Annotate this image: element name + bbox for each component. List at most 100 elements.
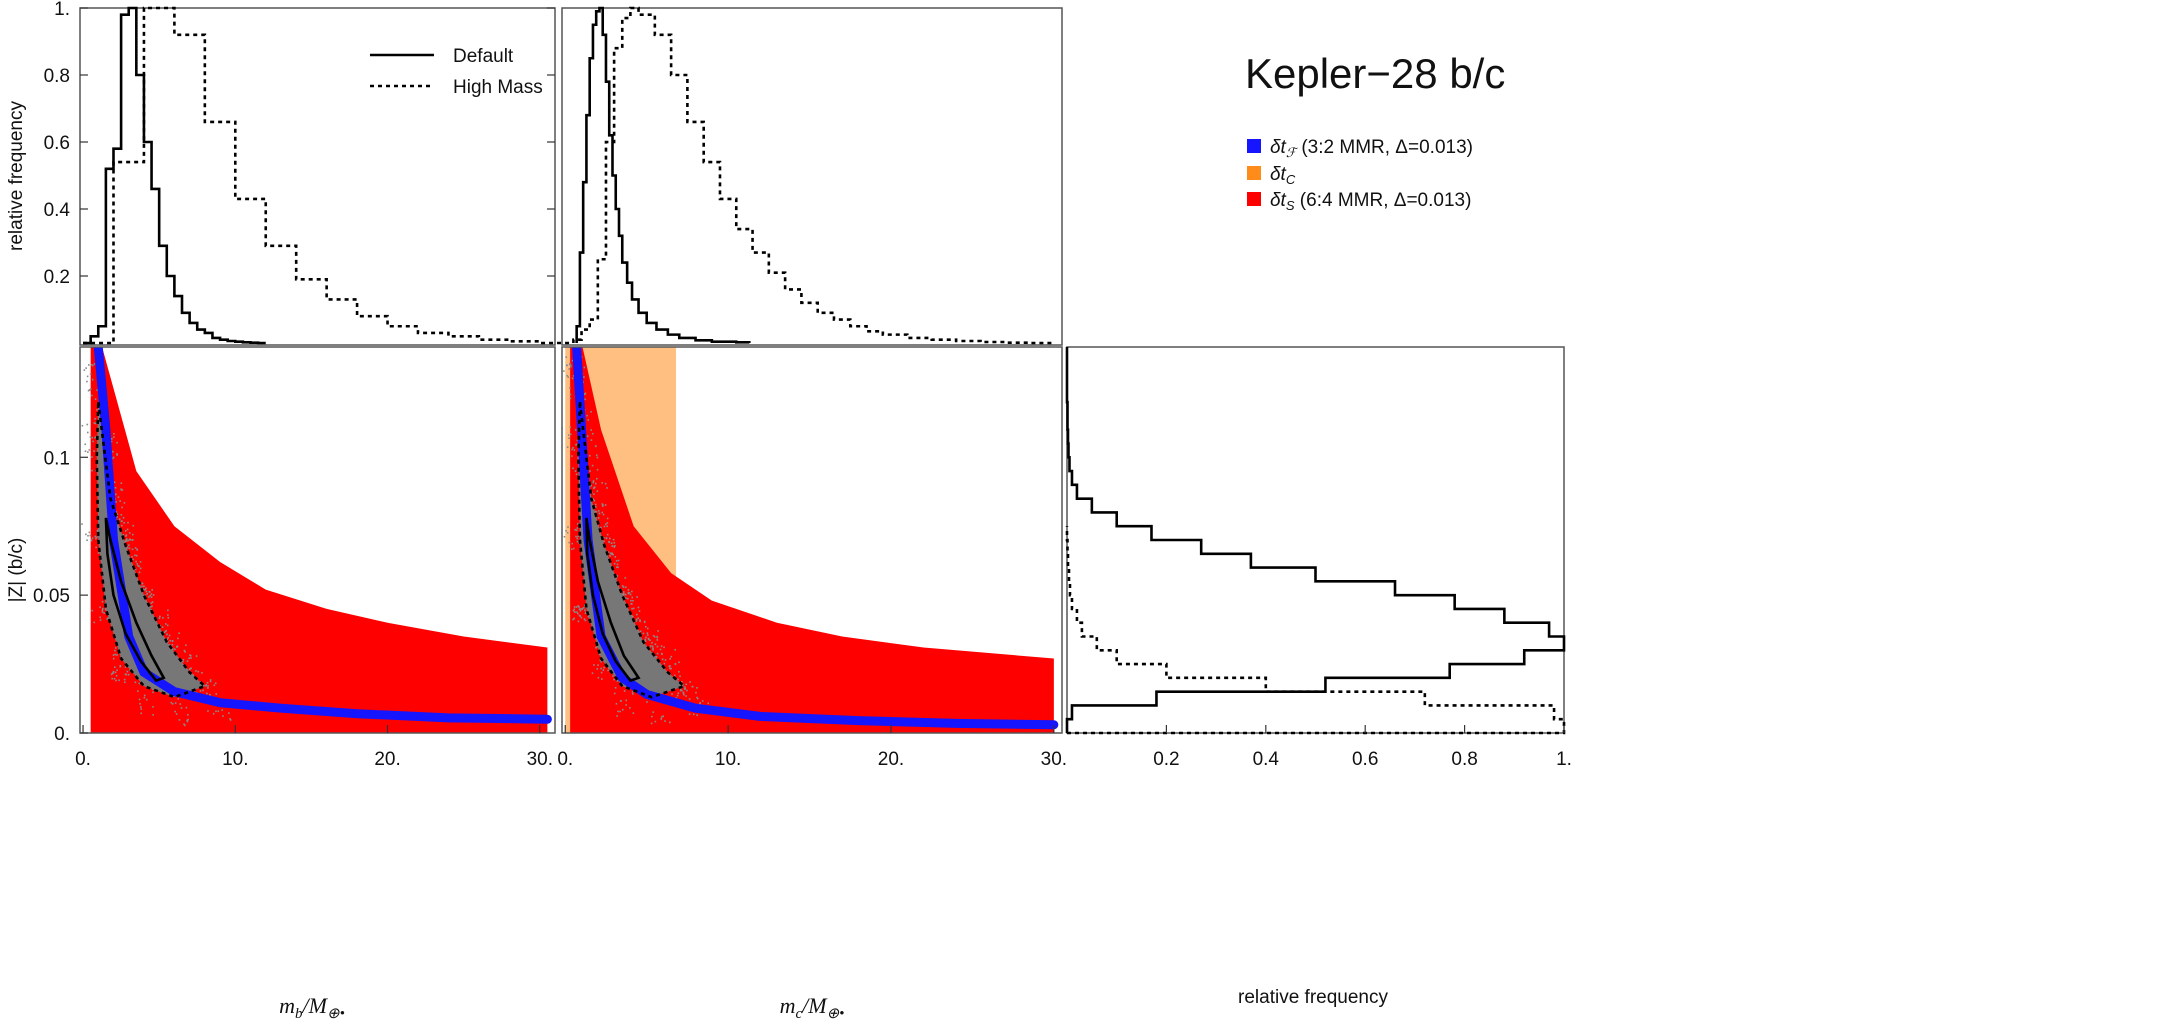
mc-point [575, 443, 577, 446]
mb-point [114, 647, 117, 649]
mc-point [597, 517, 600, 519]
legend-blue-swatch [1247, 139, 1261, 153]
mb-point [138, 698, 141, 701]
mb-point [91, 537, 94, 540]
mc-point [651, 715, 653, 718]
mc-point [635, 618, 638, 621]
mc-point [637, 617, 640, 619]
mc-point [563, 370, 565, 372]
panel-hist-mb: 0.2 0.4 0.6 0.8 1. relative frequency Defaul… [6, 0, 571, 346]
mc-point [577, 457, 579, 459]
mc-point [664, 659, 667, 661]
mc-point [595, 511, 598, 513]
mc-point [593, 664, 595, 666]
mb-point [99, 619, 102, 621]
mb-point [86, 380, 88, 383]
mc-point [638, 631, 641, 634]
mb-point [152, 714, 154, 716]
mc-point [616, 575, 619, 577]
mb-point [91, 469, 93, 472]
mb-point [189, 654, 191, 656]
mc-outer-contour-fill [578, 402, 685, 698]
mc-point [572, 374, 575, 377]
mc-point [604, 523, 607, 526]
mb-point [143, 694, 146, 697]
mc-point [596, 490, 599, 493]
mc-point [583, 376, 585, 378]
mb-point [99, 606, 101, 609]
mc-point [653, 635, 656, 638]
mc-point [674, 648, 677, 651]
mc-point [696, 714, 698, 716]
mb-point [171, 640, 174, 643]
mb-point [86, 539, 88, 541]
mc-point [614, 544, 616, 547]
mc-point [628, 592, 631, 594]
mc-point [644, 626, 647, 628]
mb-point [121, 489, 124, 491]
mb-point [120, 482, 123, 485]
mb-point [97, 552, 100, 554]
mc-point [571, 542, 574, 545]
mc-point [570, 365, 572, 368]
mb-point [124, 666, 127, 668]
mc-point [681, 683, 684, 686]
mb-point [89, 373, 92, 375]
mc-point [574, 429, 577, 431]
mb-point [119, 665, 122, 668]
mc-point [585, 611, 587, 614]
mc-point [579, 609, 582, 612]
mc-point [613, 546, 616, 548]
mc-point [569, 393, 572, 396]
mc-point [696, 696, 698, 699]
mb-point [229, 718, 231, 720]
mc-point [603, 525, 606, 528]
mc-point [579, 615, 582, 617]
mb-point [187, 718, 189, 721]
mc-point [582, 607, 585, 609]
hist-z-xticks: 0.2 0.4 0.6 0.8 1. [1153, 725, 1572, 770]
mb-point [101, 609, 104, 612]
mb-point [199, 690, 202, 692]
mb-point [112, 657, 115, 660]
mc-point [590, 439, 593, 441]
mb-point [114, 653, 117, 656]
mc-point [656, 645, 659, 648]
mc-point [630, 614, 633, 617]
mc-point [574, 528, 576, 531]
mb-point [118, 679, 120, 682]
mc-xlabel-sub2: ⊕• [827, 1006, 845, 1022]
mc-point [643, 621, 646, 624]
mb-point [183, 649, 186, 652]
mb-point [111, 677, 114, 680]
mc-point [621, 585, 624, 587]
hist-ytick-label: 0.4 [44, 200, 71, 221]
legend-red-symbol: δt [1270, 190, 1287, 211]
mc-point [631, 693, 634, 695]
mb-point [94, 418, 96, 420]
mc-point [676, 694, 679, 697]
mb-point [116, 669, 118, 672]
mb-point [94, 398, 97, 400]
mc-point [639, 630, 642, 633]
mb-xlabel-sub2: ⊕• [327, 1006, 345, 1022]
panel-scatter-mc: 0. 10. 20. 30. mc/M⊕• [557, 346, 1067, 1022]
mc-point [629, 707, 631, 709]
mb-point [127, 539, 130, 542]
mc-point [568, 437, 570, 440]
mb-point [145, 587, 147, 590]
mb-point [97, 530, 99, 533]
mc-point [610, 542, 613, 544]
mc-point [577, 612, 579, 615]
mc-point [572, 447, 574, 449]
mc-point [601, 482, 603, 484]
mc-point [660, 645, 663, 647]
mb-point [99, 616, 101, 619]
mc-outer-contour [576, 401, 687, 699]
mb-point [190, 657, 192, 659]
mb-point [189, 667, 191, 670]
mb-point [180, 707, 183, 709]
hist-mb-series [83, 6, 571, 345]
mc-point [571, 455, 573, 457]
